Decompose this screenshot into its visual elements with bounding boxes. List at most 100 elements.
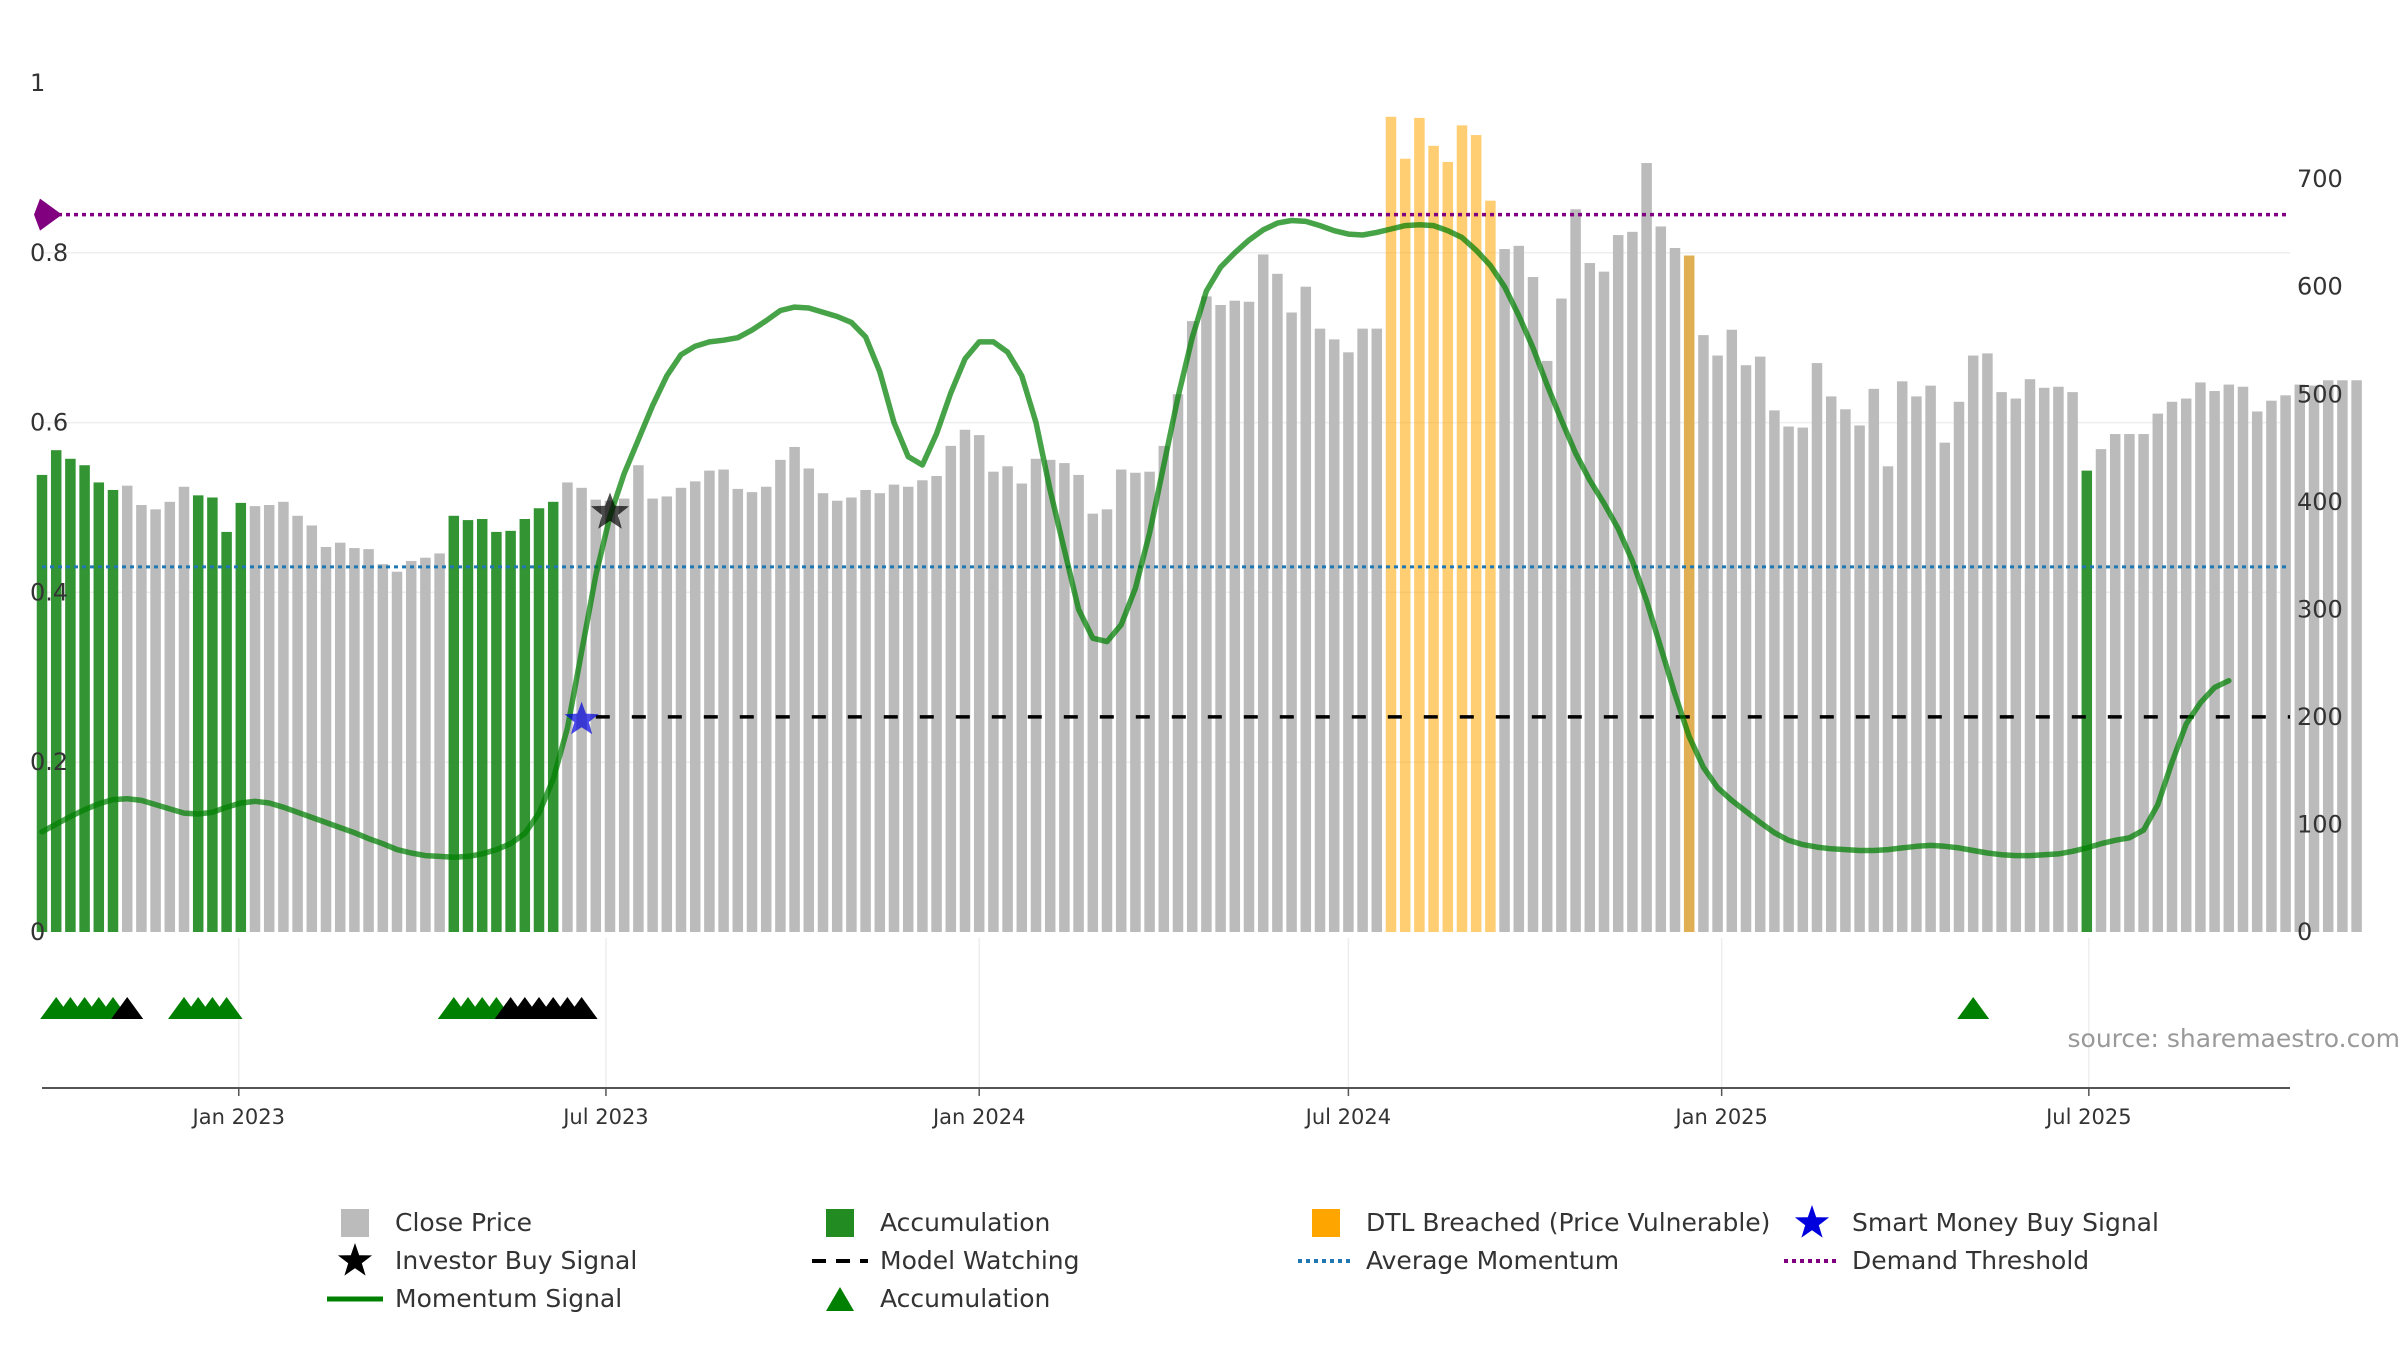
close-price-bar — [888, 484, 900, 932]
legend-dtl-breached: DTL Breached (Price Vulnerable) — [1296, 1205, 1770, 1241]
close-price-bar — [1868, 388, 1880, 932]
close-price-bar — [377, 564, 389, 932]
close-price-bar — [164, 501, 176, 932]
x-tick-label: Jul 2023 — [561, 1105, 648, 1129]
right-y-tick-label: 500 — [2297, 380, 2343, 408]
close-price-bar — [1967, 355, 1979, 933]
close-price-bar — [1698, 335, 1709, 932]
close-price-bar — [604, 500, 616, 932]
close-price-bar — [1002, 466, 1013, 932]
legend-label: Investor Buy Signal — [395, 1246, 638, 1275]
close-price-bar — [831, 500, 843, 932]
close-price-bar — [1314, 328, 1326, 932]
left-y-tick-label: 1 — [30, 69, 45, 97]
legend-label: Accumulation — [880, 1284, 1051, 1313]
close-price-swatch-icon — [325, 1205, 385, 1241]
x-tick-label: Jan 2025 — [1673, 1105, 1768, 1129]
close-price-bar — [732, 488, 744, 932]
legend-smart-money: Smart Money Buy Signal — [1782, 1205, 2159, 1241]
close-price-bar — [1584, 263, 1596, 932]
right-y-tick-label: 400 — [2297, 488, 2343, 516]
close-price-bar — [1257, 254, 1269, 932]
close-price-bar — [1939, 442, 1951, 932]
close-price-bar — [363, 549, 374, 932]
close-price-bar — [860, 489, 871, 932]
close-price-bar — [803, 468, 815, 932]
close-price-bar — [746, 492, 758, 932]
legend-close-price: Close Price — [325, 1205, 532, 1241]
close-price-bar — [1328, 339, 1340, 932]
solid-line-icon — [325, 1281, 385, 1317]
close-price-bar — [1087, 513, 1099, 932]
close-price-bar — [1911, 396, 1922, 932]
close-price-bar — [249, 506, 261, 932]
accumulation-bar — [2081, 470, 2093, 932]
right-y-axis-ticks: 0 100 200 300 400 500 600 700 — [2297, 165, 2343, 946]
close-price-bar — [704, 470, 715, 932]
close-price-bar — [1243, 301, 1255, 933]
investor-buy-signal — [591, 492, 629, 529]
legend-demand-threshold: Demand Threshold — [1782, 1243, 2089, 1279]
close-price-bar — [263, 505, 275, 932]
close-price-bar — [917, 480, 928, 932]
close-price-bar — [306, 525, 318, 932]
left-y-tick-label: 0.2 — [30, 748, 68, 776]
close-price-bar — [874, 493, 886, 932]
close-price-bar — [1811, 363, 1823, 932]
dtl-breached-bar — [1470, 135, 1482, 932]
close-price-bar — [1158, 445, 1170, 932]
close-price-bar — [1371, 328, 1383, 932]
close-price-bar — [1996, 392, 2007, 932]
close-price-bar — [1797, 427, 1809, 932]
close-price-bar — [1172, 394, 1184, 932]
accumulation-bar — [79, 465, 90, 932]
close-price-bar — [349, 548, 360, 932]
accumulation-bar — [221, 531, 232, 932]
close-price-bar — [1925, 385, 1936, 932]
close-price-bar — [1726, 329, 1738, 933]
close-price-bar — [2266, 400, 2277, 932]
close-price-bar — [973, 435, 985, 932]
legend-momentum-signal: Momentum Signal — [325, 1281, 622, 1317]
close-price-bar — [2109, 434, 2121, 932]
legend-investor-buy: Investor Buy Signal — [325, 1243, 637, 1279]
close-price-bar — [121, 485, 133, 932]
close-price-bar — [959, 429, 971, 932]
accumulation-bar — [235, 502, 247, 932]
accumulation-bar — [65, 458, 76, 932]
close-price-bar — [718, 469, 729, 932]
close-price-bar — [1882, 466, 1894, 932]
source-note: source: sharemaestro.com — [2067, 1024, 2400, 1053]
left-y-tick-label: 0.8 — [30, 239, 68, 267]
dtl-breached-bar — [1385, 116, 1397, 933]
close-price-bar — [1896, 381, 1908, 932]
close-price-bar — [1740, 365, 1752, 932]
close-price-bar — [2237, 386, 2249, 932]
close-price-bar — [391, 571, 403, 932]
close-price-bar — [1272, 273, 1283, 932]
close-price-bar — [1541, 360, 1553, 932]
accumulation-bar — [107, 489, 119, 932]
investor-star-icon — [325, 1243, 385, 1279]
close-price-bar — [988, 471, 999, 932]
close-price-bar — [633, 465, 644, 932]
close-price-bar — [775, 459, 786, 932]
close-price-bar — [150, 509, 161, 932]
accumulation-bar — [93, 482, 105, 932]
close-price-bar — [292, 515, 303, 932]
right-y-tick-label: 100 — [2297, 810, 2343, 838]
close-price-bar — [1783, 426, 1794, 932]
x-tick-label: Jan 2024 — [931, 1105, 1026, 1129]
close-price-bar — [2152, 413, 2164, 932]
close-price-bar — [1769, 410, 1780, 932]
close-price-bar — [1044, 459, 1056, 932]
signal-markers — [40, 997, 1990, 1019]
close-price-bar — [902, 486, 914, 932]
left-y-tick-label: 0.4 — [30, 578, 68, 606]
close-price-bar — [1655, 226, 1667, 933]
close-price-bar — [562, 482, 573, 932]
close-price-bar — [1357, 328, 1368, 932]
close-price-bar — [1854, 425, 1865, 932]
close-price-bar — [618, 498, 630, 932]
close-price-bar — [320, 546, 332, 932]
